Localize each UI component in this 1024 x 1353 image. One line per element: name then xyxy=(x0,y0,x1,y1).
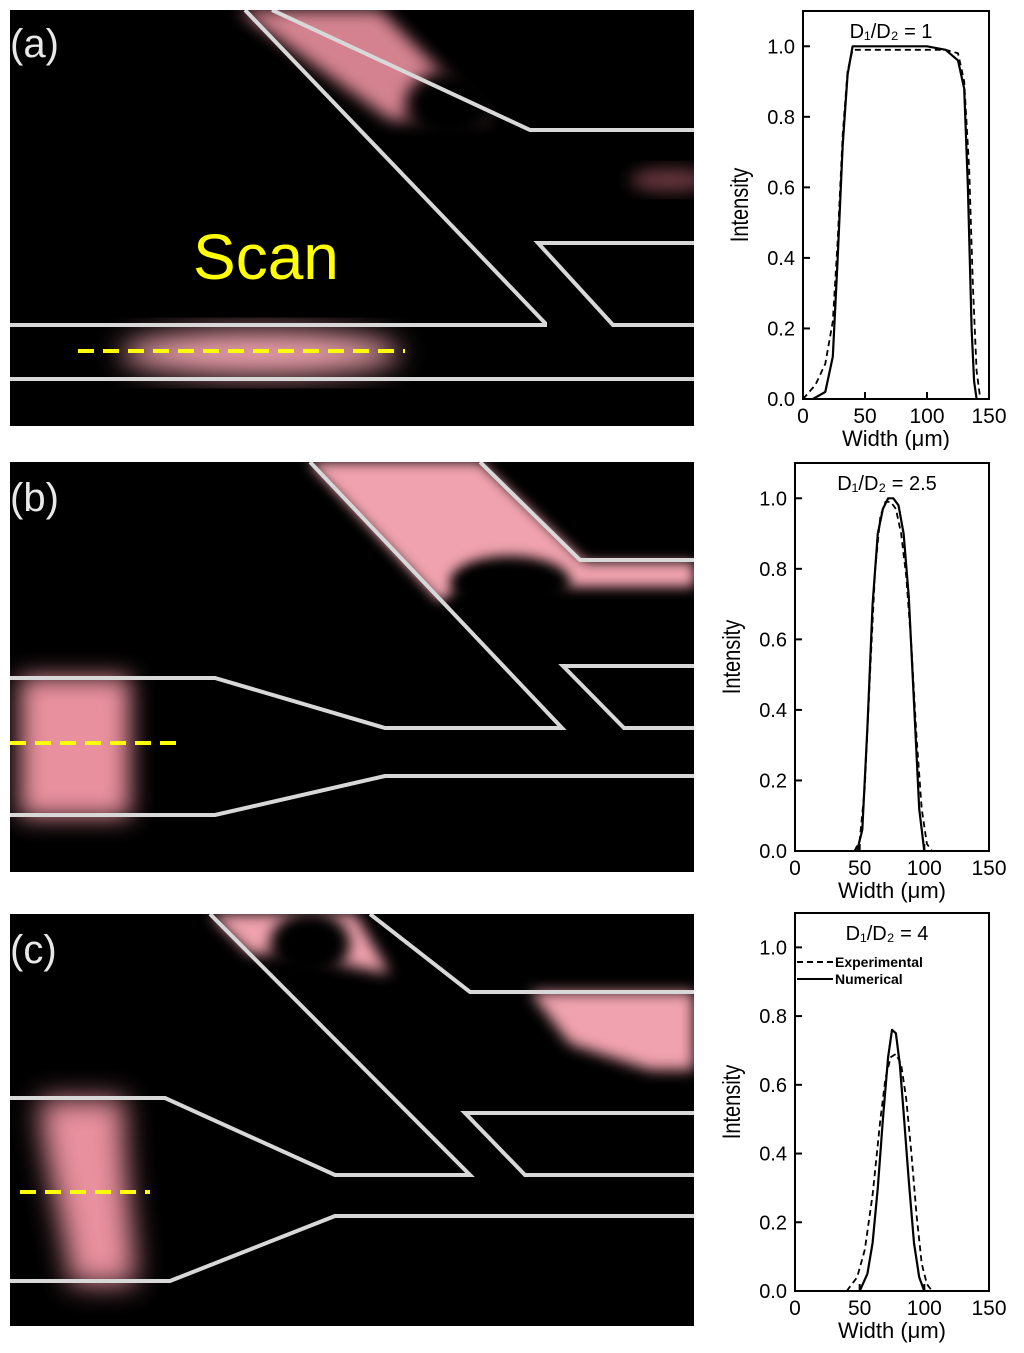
x-tick-label: 50 xyxy=(853,405,876,428)
fluorescence-right-c xyxy=(530,992,694,1070)
y-tick-label: 1.0 xyxy=(759,488,787,510)
x-axis-label: Width (μm) xyxy=(838,878,946,903)
x-tick-label: 100 xyxy=(907,1297,942,1320)
wall-b-4 xyxy=(10,774,694,817)
series-line-solid xyxy=(858,1028,926,1292)
x-tick-label: 0 xyxy=(789,1297,801,1320)
x-tick-label: 100 xyxy=(909,405,944,428)
micrograph-a xyxy=(10,10,694,426)
panel-label-c: (c) xyxy=(10,928,57,972)
x-tick-label: 150 xyxy=(971,857,1006,880)
x-tick-label: 50 xyxy=(848,857,871,880)
y-tick-label: 0.6 xyxy=(759,1075,787,1097)
series-line-solid xyxy=(812,45,978,400)
fluorescence-upper-b xyxy=(308,462,694,602)
plot-a: 0.0 0.2 0.4 0.6 0.8 1.0 0 50 100 150 Width (μm) Int… xyxy=(700,0,1020,450)
y-tick-label: 0.4 xyxy=(759,1144,787,1166)
wall-c-3 xyxy=(460,1111,694,1177)
y-tick-label: 0.8 xyxy=(759,559,787,581)
y-tick-label: 0.0 xyxy=(759,1281,787,1303)
y-tick-label: 1.0 xyxy=(767,36,795,58)
fluorescence-left-b xyxy=(20,677,130,817)
fluorescence-dark-c xyxy=(270,914,350,976)
wall-a-2 xyxy=(271,10,694,132)
y-tick-label: 0.2 xyxy=(759,770,787,792)
series-line-dashed xyxy=(802,48,982,400)
wall-a-3 xyxy=(533,241,694,327)
intensity-plot-c: 0.0 0.2 0.4 0.6 0.8 1.0 0 50 100 150 Width (μm) Int… xyxy=(718,912,1007,1343)
plot-title: D₁/D₂ = 4 xyxy=(846,923,929,945)
y-tick-label: 0.0 xyxy=(759,841,787,863)
y-axis-label: Intensity xyxy=(718,1064,746,1139)
intensity-plot-a: 0.0 0.2 0.4 0.6 0.8 1.0 0 50 100 150 Width (μm) Int… xyxy=(726,10,1007,450)
series-line-dashed xyxy=(845,1052,933,1292)
panel-label-a: (a) xyxy=(10,22,59,66)
plot-frame xyxy=(794,912,990,1292)
y-tick-label: 0.8 xyxy=(767,107,795,129)
y-tick-label: 0.6 xyxy=(759,629,787,651)
y-tick-label: 0.4 xyxy=(767,248,795,270)
x-axis-label: Width (μm) xyxy=(842,426,950,450)
x-tick-label: 0 xyxy=(797,405,809,428)
plot-c: 0.0 0.2 0.4 0.6 0.8 1.0 0 50 100 150 Width (μm) Int… xyxy=(700,904,1020,1353)
fluorescence-right-a xyxy=(630,168,694,192)
micrograph-b-drawing xyxy=(10,462,694,817)
y-tick-label: 0.0 xyxy=(767,389,795,411)
wall-c-2 xyxy=(368,914,694,994)
fluorescence-dark-b xyxy=(450,556,570,608)
wall-a-1 xyxy=(10,10,547,327)
y-tick-label: 0.2 xyxy=(759,1212,787,1234)
micrograph-c xyxy=(10,914,694,1326)
x-tick-label: 0 xyxy=(789,857,801,880)
y-tick-label: 0.8 xyxy=(759,1006,787,1028)
panel-label-b: (b) xyxy=(10,476,59,520)
x-tick-label: 150 xyxy=(971,1297,1006,1320)
y-tick-label: 0.6 xyxy=(767,177,795,199)
legend-label: Numerical xyxy=(835,971,903,987)
micrograph-c-drawing xyxy=(10,914,694,1284)
plot-title: D₁/D₂ = 1 xyxy=(850,21,933,43)
y-axis-label: Intensity xyxy=(718,619,746,694)
plot-title: D₁/D₂ = 2.5 xyxy=(837,473,937,495)
y-tick-label: 1.0 xyxy=(759,937,787,959)
wall-b-3 xyxy=(558,664,694,730)
scan-label: Scan xyxy=(193,221,339,293)
wall-b-1 xyxy=(10,462,567,730)
x-tick-label: 100 xyxy=(907,857,942,880)
y-axis-label: Intensity xyxy=(726,167,754,242)
x-axis-label: Width (μm) xyxy=(838,1318,946,1343)
plot-frame xyxy=(802,10,990,400)
y-tick-label: 0.2 xyxy=(767,318,795,340)
x-tick-label: 150 xyxy=(971,405,1006,428)
fluorescence-left-c xyxy=(40,1099,135,1284)
x-tick-label: 50 xyxy=(848,1297,871,1320)
wall-c-1 xyxy=(10,914,475,1177)
fluorescence-dark-a xyxy=(405,70,495,140)
plot-frame xyxy=(794,462,990,852)
series-line-solid xyxy=(856,497,926,852)
intensity-plot-b: 0.0 0.2 0.4 0.6 0.8 1.0 0 50 100 150 Width (μm) Int… xyxy=(718,462,1007,903)
y-tick-label: 0.4 xyxy=(759,700,787,722)
plot-b: 0.0 0.2 0.4 0.6 0.8 1.0 0 50 100 150 Width (μm) Int… xyxy=(700,452,1020,904)
series-line-dashed xyxy=(853,500,933,852)
micrograph-a-drawing xyxy=(10,10,694,381)
wall-c-4 xyxy=(10,1214,694,1283)
wall-b-2 xyxy=(478,462,694,562)
micrograph-b xyxy=(10,462,694,872)
legend-label: Experimental xyxy=(835,954,923,970)
